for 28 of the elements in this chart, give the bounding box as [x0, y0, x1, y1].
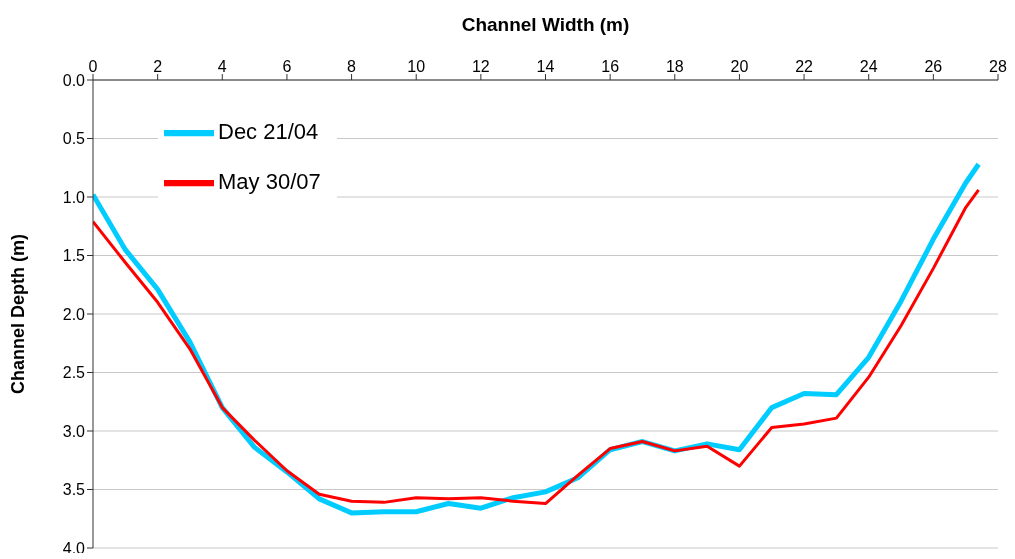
y-tick-label: 2.0 — [62, 305, 86, 323]
x-tick-label: 28 — [989, 58, 1007, 75]
x-tick-label: 10 — [407, 58, 426, 75]
x-tick-label: 18 — [665, 58, 684, 75]
y-tick-label: 0.0 — [62, 71, 86, 89]
y-axis-title: Channel Depth (m) — [8, 234, 29, 394]
y-tick-label: 2.5 — [62, 364, 86, 382]
x-tick-label: 24 — [859, 58, 878, 75]
y-tick-label: 1.5 — [62, 247, 86, 265]
x-tick-label: 20 — [730, 58, 749, 75]
x-tick-label: 16 — [601, 58, 620, 75]
x-tick-label: 26 — [924, 58, 943, 75]
legend-label: May 30/07 — [218, 168, 321, 194]
y-tick-label: 3.5 — [62, 481, 86, 499]
x-tick-label: 0 — [88, 58, 98, 75]
y-tick-label: 1.0 — [62, 188, 86, 206]
x-tick-label: 8 — [347, 58, 357, 75]
y-tick-label: 4.0 — [62, 539, 86, 557]
x-tick-label: 14 — [536, 58, 555, 75]
y-tick-label: 3.0 — [62, 422, 86, 440]
x-axis-title: Channel Width (m) — [461, 14, 630, 36]
x-tick-label: 2 — [153, 58, 163, 75]
x-tick-label: 6 — [282, 58, 292, 75]
y-tick-label: 0.5 — [62, 130, 86, 148]
x-tick-label: 4 — [217, 58, 227, 75]
x-tick-label: 22 — [795, 58, 814, 75]
legend-label: Dec 21/04 — [218, 118, 319, 144]
x-tick-label: 12 — [471, 58, 490, 75]
